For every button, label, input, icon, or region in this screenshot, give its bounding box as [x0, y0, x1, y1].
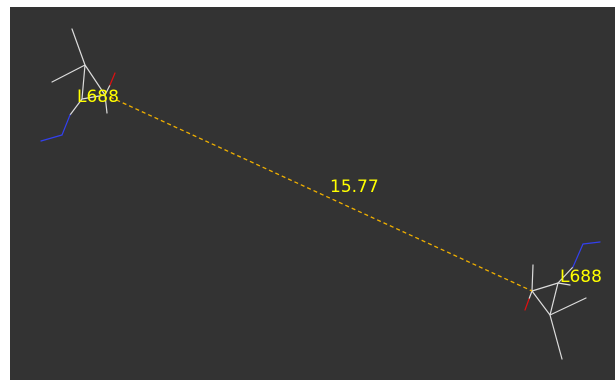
bond: [531, 290, 551, 316]
distance-line: [109, 96, 533, 292]
bond: [81, 64, 86, 100]
bond: [51, 64, 86, 83]
bond: [557, 282, 571, 286]
bond: [81, 94, 106, 100]
bond: [531, 282, 559, 292]
residue-2-sticks: [524, 241, 601, 360]
bond: [71, 28, 86, 66]
residue-1-label: L688: [77, 87, 119, 107]
bond: [84, 64, 106, 96]
bond: [104, 94, 108, 114]
bond: [69, 98, 83, 116]
bond: [109, 72, 116, 86]
residue-1-sticks: [40, 28, 116, 142]
bond: [572, 243, 584, 268]
molecule-canvas: L688 L688 15.77: [40, 28, 602, 360]
bond: [549, 297, 587, 316]
bond: [524, 298, 530, 311]
bond: [582, 241, 601, 245]
bond: [549, 282, 559, 316]
molecule-viewport[interactable]: L688 L688 15.77: [10, 7, 615, 380]
bond: [104, 84, 111, 96]
residue-2-label: L688: [560, 267, 602, 287]
bond: [61, 114, 71, 136]
bond: [549, 314, 563, 360]
bond: [40, 134, 63, 142]
bond: [557, 266, 574, 284]
bond: [528, 290, 533, 300]
distance-label: 15.77: [330, 177, 379, 197]
bond: [531, 264, 534, 292]
